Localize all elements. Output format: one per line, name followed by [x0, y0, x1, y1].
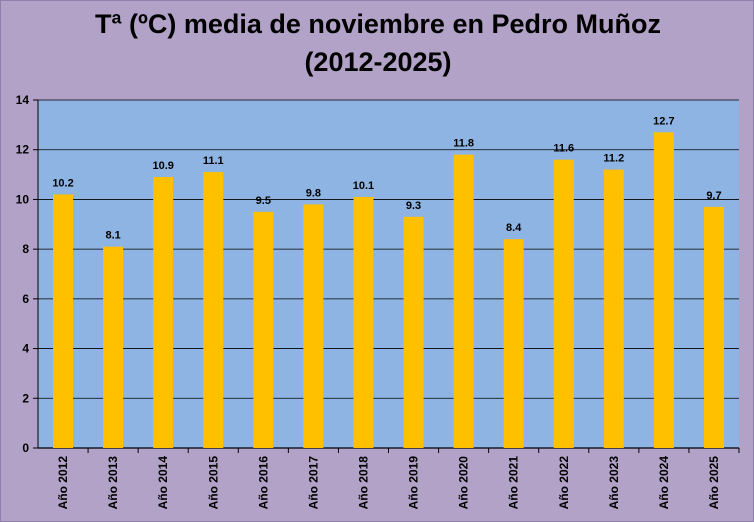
y-tick-label: 6: [22, 292, 29, 306]
bar: [253, 211, 274, 448]
y-tick-label: 0: [22, 441, 29, 455]
bar: [103, 246, 124, 448]
bar: [153, 177, 174, 449]
x-tick-label: Año 2020: [457, 456, 471, 510]
bar: [553, 159, 574, 448]
data-label: 9.5: [256, 195, 271, 207]
bar: [303, 204, 324, 448]
y-tick-label: 12: [16, 143, 30, 157]
x-tick-label: Año 2024: [657, 456, 671, 510]
chart-title: Tª (ºC) media de noviembre en Pedro Muño…: [95, 9, 661, 39]
data-label: 11.2: [603, 153, 624, 165]
data-label: 11.8: [453, 138, 474, 150]
chart-title-block: Tª (ºC) media de noviembre en Pedro Muño…: [1, 5, 754, 81]
chart-subtitle: (2012-2025): [304, 47, 452, 77]
bar: [603, 169, 624, 448]
bar: [703, 206, 724, 448]
x-tick-label: Año 2019: [407, 456, 421, 510]
y-tick-label: 2: [22, 391, 29, 405]
data-label: 10.9: [152, 160, 173, 172]
x-tick-label: Año 2022: [557, 456, 571, 510]
y-tick-label: 10: [16, 192, 30, 206]
bar: [353, 196, 374, 448]
data-label: 9.8: [306, 187, 321, 199]
bar: [453, 154, 474, 448]
x-tick-label: Año 2023: [607, 456, 621, 510]
data-label: 8.4: [506, 222, 522, 234]
x-tick-label: Año 2025: [707, 456, 721, 510]
data-label: 11.6: [553, 143, 574, 155]
plot-area: [38, 100, 739, 448]
y-tick-label: 14: [16, 93, 30, 107]
data-label: 11.1: [203, 155, 224, 167]
y-tick-label: 4: [22, 342, 29, 356]
bar: [53, 194, 74, 448]
x-tick-label: Año 2016: [256, 456, 270, 510]
bar: [653, 132, 674, 449]
data-label: 9.7: [706, 190, 721, 202]
x-tick-label: Año 2015: [206, 456, 220, 510]
data-label: 12.7: [653, 115, 674, 127]
x-tick-label: Año 2012: [56, 456, 70, 510]
data-label: 10.1: [353, 180, 374, 192]
x-tick-label: Año 2017: [306, 456, 320, 510]
x-tick-label: Año 2021: [507, 456, 521, 510]
data-label: 9.3: [406, 200, 421, 212]
x-tick-label: Año 2013: [106, 456, 120, 510]
bar: [203, 172, 224, 449]
data-label: 8.1: [105, 230, 120, 242]
bar: [403, 216, 424, 448]
bar: [503, 239, 524, 448]
x-tick-label: Año 2014: [156, 456, 170, 510]
y-tick-label: 8: [22, 242, 29, 256]
data-label: 10.2: [52, 177, 73, 189]
x-tick-label: Año 2018: [356, 456, 370, 510]
